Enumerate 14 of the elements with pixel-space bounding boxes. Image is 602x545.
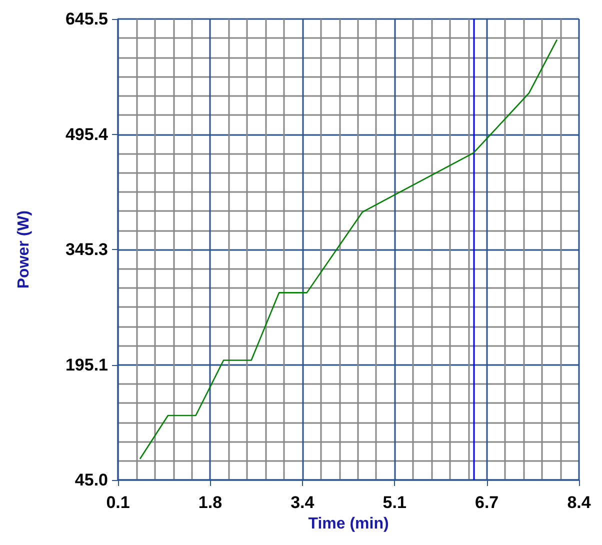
y-tick-label: 495.4 (65, 124, 109, 144)
x-tick-label: 1.8 (198, 493, 222, 512)
x-tick-label: 8.4 (567, 493, 592, 512)
x-tick-label: 6.7 (474, 493, 499, 512)
x-tick-label: 3.4 (290, 493, 315, 512)
y-axis-title: Power (W) (16, 210, 32, 289)
line-series (140, 39, 558, 460)
x-tick-label: 0.1 (106, 493, 130, 512)
y-tick-label: 645.5 (65, 10, 108, 28)
x-axis-title: Time (min) (308, 515, 389, 532)
y-tick-label: 345.3 (65, 240, 108, 259)
x-tick-label: 5.1 (382, 493, 406, 512)
y-tick-label: 195.1 (65, 355, 108, 374)
y-tick-label: 45.0 (74, 470, 108, 490)
